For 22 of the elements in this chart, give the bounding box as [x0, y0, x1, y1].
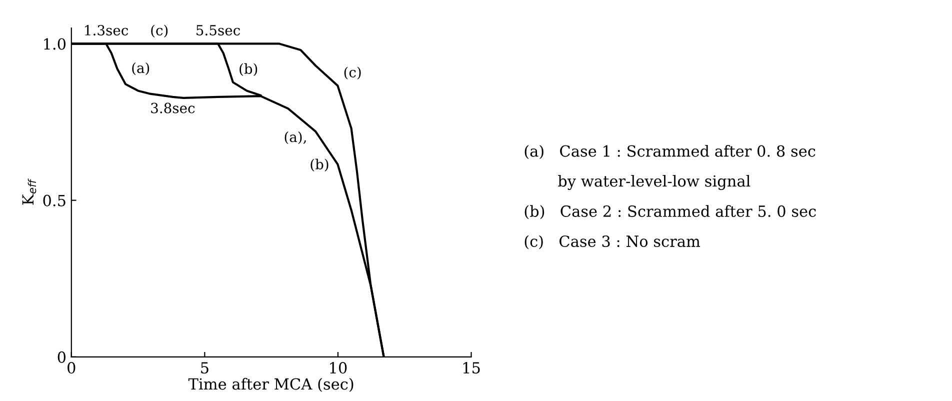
text: by water-level-low signal: [558, 174, 750, 190]
text: (c) Case 3 : No scram: [524, 235, 700, 250]
annotation: (b): [310, 158, 328, 172]
x-tick-label: 10: [330, 362, 347, 374]
annotation: (a): [132, 62, 150, 76]
y-axis-title: K$_{eff}$: [22, 178, 36, 205]
y-tick-label: 0: [58, 351, 66, 363]
text: (a) Case 1 : Scrammed after 0. 8 sec: [524, 144, 816, 159]
y-tick-label: 0.5: [43, 194, 66, 206]
y-tick-label: 1.0: [44, 38, 66, 50]
annotation: (b): [240, 63, 258, 76]
x-tick-label: 15: [463, 362, 480, 374]
x-tick-label: 5: [201, 362, 208, 374]
annotation: 5.5sec: [196, 25, 240, 36]
text: (b) Case 2 : Scrammed after 5. 0 sec: [524, 205, 816, 220]
x-axis-title: Time after MCA (sec): [188, 378, 354, 392]
annotation: (a),: [284, 131, 306, 144]
annotation: 3.8sec: [151, 102, 195, 114]
annotation: (c): [344, 66, 361, 80]
x-tick-label: 0: [68, 362, 76, 374]
annotation: 1.3sec: [85, 24, 128, 36]
annotation: (c): [151, 24, 168, 38]
